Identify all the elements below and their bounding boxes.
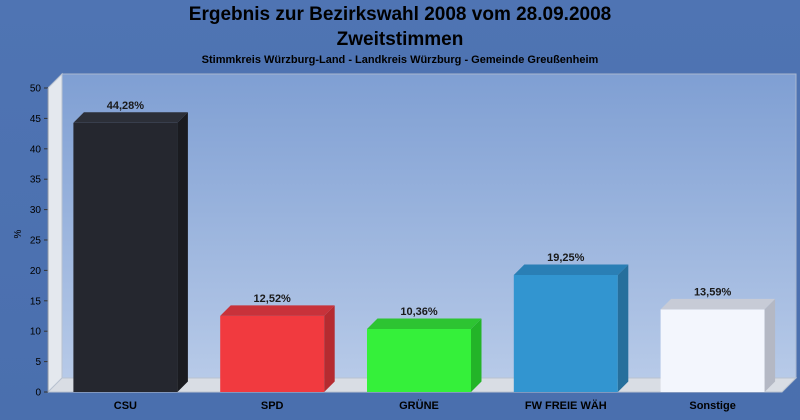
y-tick-label: 35 [30, 175, 42, 186]
bar-side [324, 305, 335, 392]
y-axis-label: % [13, 229, 24, 238]
bar-sonstige [660, 298, 776, 392]
data-label: 13,59% [694, 286, 732, 298]
bar-front [73, 122, 178, 393]
y-tick-label: 10 [30, 327, 42, 338]
x-tick-label: Sonstige [689, 400, 735, 412]
y-tick-label: 0 [35, 388, 41, 399]
bar-gr-ne [367, 318, 482, 392]
data-label: 12,52% [254, 293, 292, 305]
y-tick-label: 45 [30, 114, 42, 125]
x-tick-label: GRÜNE [399, 399, 439, 412]
bar-side [177, 112, 188, 393]
data-label: 44,28% [107, 100, 145, 112]
bar-side [471, 318, 482, 392]
bar-side [617, 264, 629, 392]
x-tick-label: SPD [261, 400, 284, 412]
x-tick-label: CSU [114, 400, 137, 412]
chart-title-line2: Zweitstimmen [336, 29, 464, 50]
bar-top [220, 305, 335, 316]
y-tick-label: 50 [30, 84, 42, 95]
bar-top [367, 318, 482, 330]
y-tick-label: 40 [30, 144, 42, 155]
bar-front [660, 309, 765, 392]
data-label: 10,36% [400, 306, 438, 318]
y-tick-label: 5 [35, 357, 41, 368]
chart-title: Ergebnis zur Bezirkswahl 2008 vom 28.09.… [188, 4, 612, 25]
bar-front [367, 329, 471, 392]
chart-subtitle: Stimmkreis Würzburg-Land - Landkreis Wür… [201, 54, 599, 66]
bar-front [220, 315, 325, 392]
y-tick-label: 20 [30, 266, 42, 277]
bar-fw-freie-w-h [513, 264, 629, 392]
y-tick-label: 15 [30, 296, 42, 307]
bar-top [513, 264, 629, 275]
y-tick-label: 30 [30, 205, 42, 216]
bar-top [660, 298, 776, 310]
y-tick-label: 25 [30, 236, 42, 247]
bar-spd [220, 305, 335, 392]
bar-side [764, 298, 776, 392]
bar-csu [73, 112, 188, 393]
plot-left-wall [47, 72, 63, 394]
bar-top [73, 112, 188, 123]
data-label: 19,25% [547, 252, 585, 264]
x-tick-label: FW FREIE WÄH [525, 399, 607, 412]
bar-front [513, 274, 618, 392]
